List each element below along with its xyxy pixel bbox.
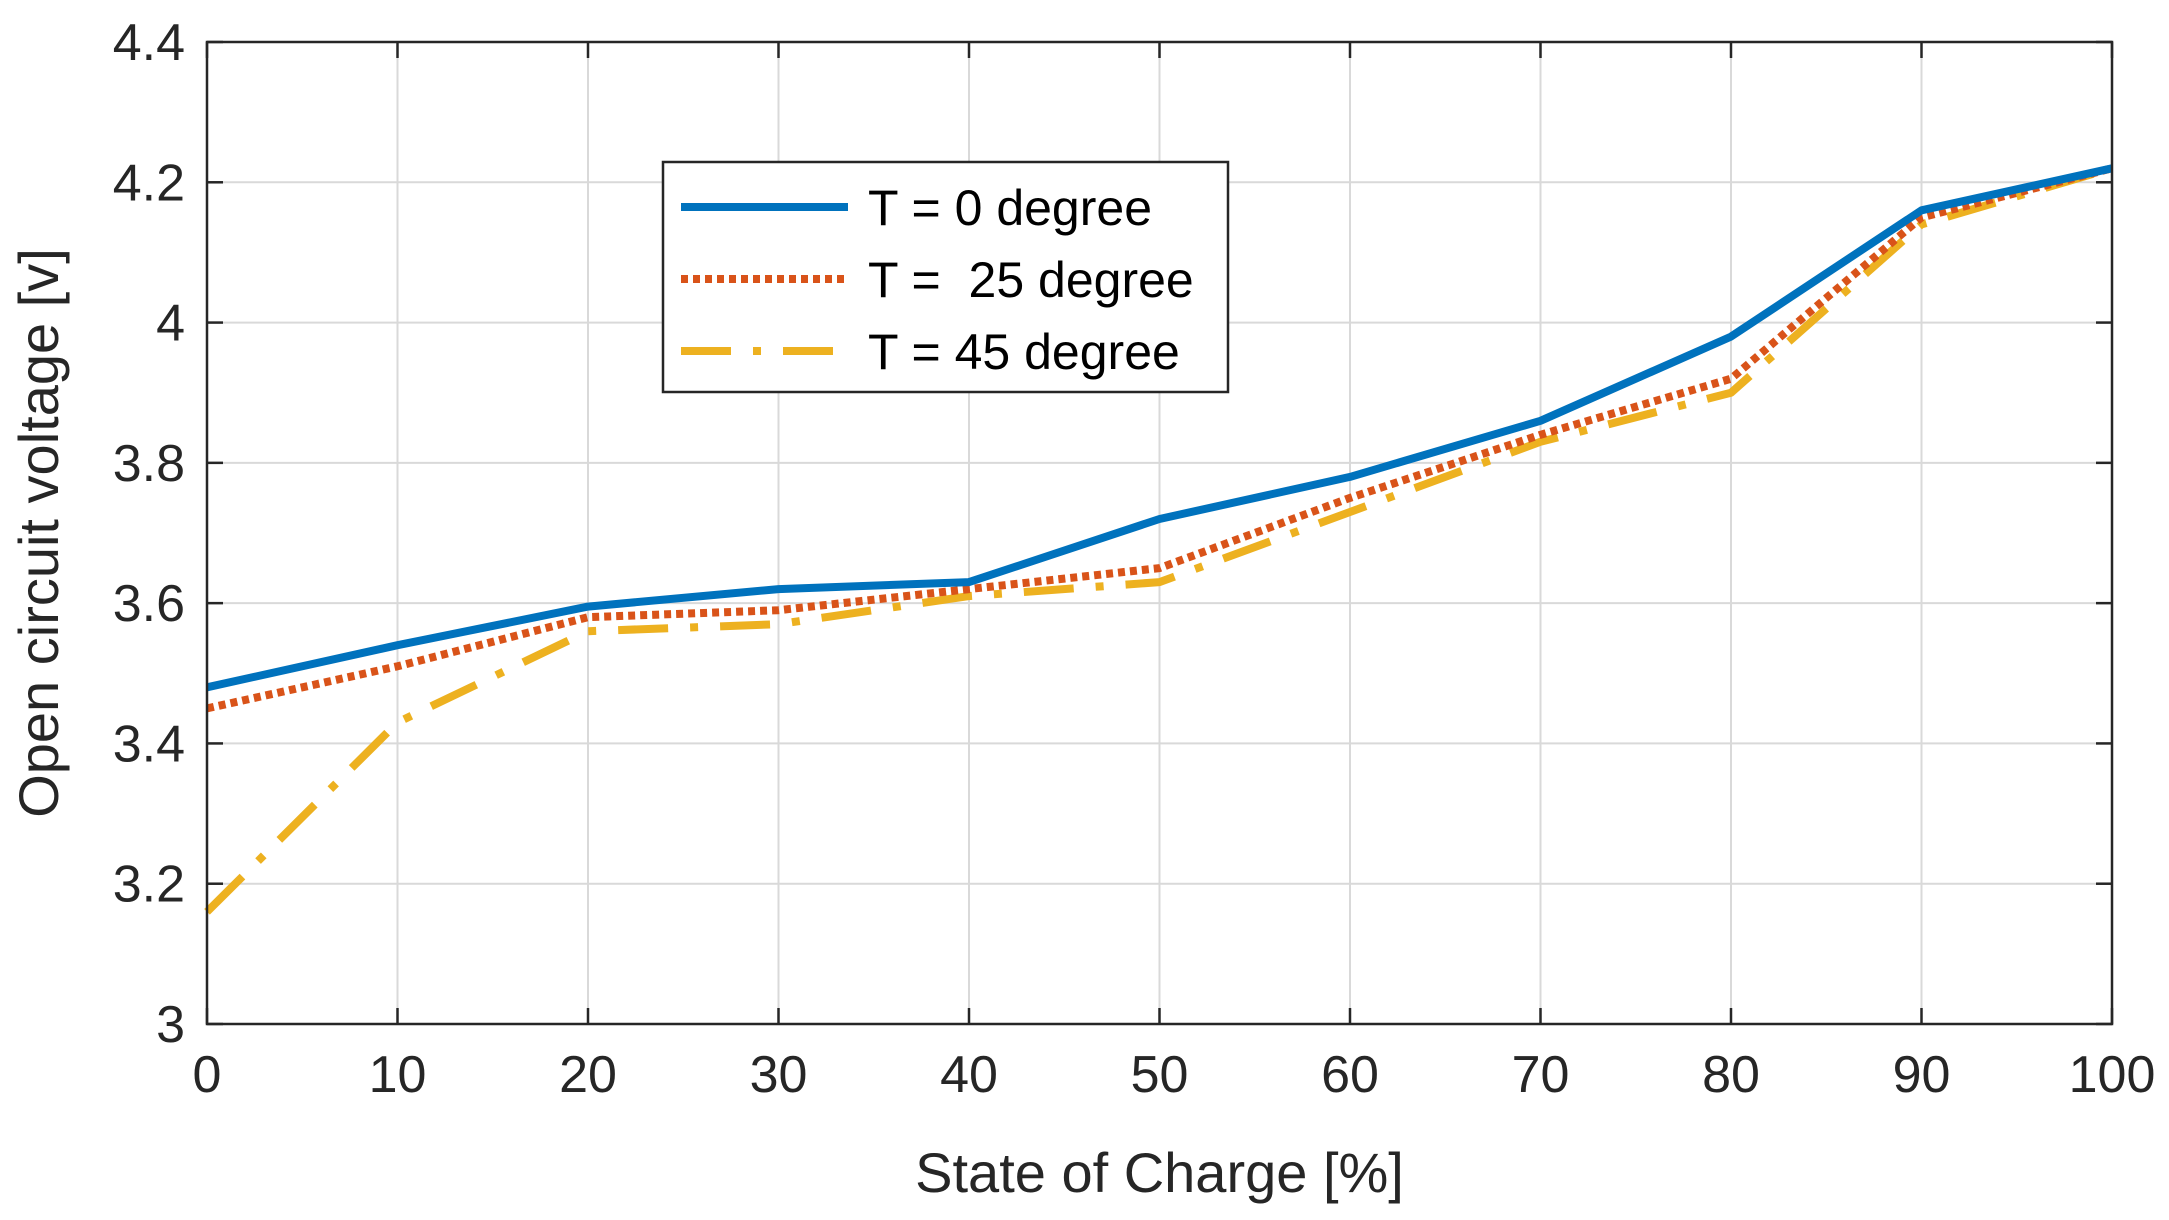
series-line-0 bbox=[206, 164, 2113, 692]
y-tick-label: 4.2 bbox=[113, 154, 185, 212]
legend: T = 0 degree T = 25 degree T = 45 degree bbox=[661, 160, 1230, 394]
y-tick-label: 3.8 bbox=[113, 435, 185, 493]
y-tick-label: 3 bbox=[156, 996, 185, 1054]
x-tick-label: 0 bbox=[193, 1046, 222, 1104]
y-tick-label: 4 bbox=[156, 295, 185, 353]
y-tick-label: 4.4 bbox=[113, 14, 185, 72]
x-axis-title: State of Charge [%] bbox=[915, 1141, 1404, 1204]
x-tick-label: 20 bbox=[559, 1046, 617, 1104]
x-tick-label: 30 bbox=[750, 1046, 808, 1104]
x-tick-label: 80 bbox=[1702, 1046, 1760, 1104]
x-tick-label: 70 bbox=[1512, 1046, 1570, 1104]
legend-label-2: T = 45 degree bbox=[868, 324, 1180, 380]
y-axis-ticks: 3 3.2 3.4 3.6 3.8 4 4.2 4.4 bbox=[113, 14, 2112, 1054]
y-tick-label: 3.4 bbox=[113, 715, 185, 773]
legend-label-0: T = 0 degree bbox=[868, 180, 1152, 236]
x-tick-label: 100 bbox=[2069, 1046, 2156, 1104]
y-axis-title: Open circuit voltage [v] bbox=[7, 248, 70, 818]
series-line-1 bbox=[206, 164, 2113, 713]
y-tick-label: 3.6 bbox=[113, 575, 185, 633]
series-lines bbox=[204, 164, 2114, 915]
x-tick-label: 40 bbox=[940, 1046, 998, 1104]
x-tick-label: 10 bbox=[369, 1046, 427, 1104]
legend-label-1: T = 25 degree bbox=[868, 252, 1194, 308]
x-tick-label: 50 bbox=[1131, 1046, 1189, 1104]
x-tick-label: 90 bbox=[1893, 1046, 1951, 1104]
x-tick-label: 60 bbox=[1321, 1046, 1379, 1104]
y-tick-label: 3.2 bbox=[113, 856, 185, 914]
series-line-2 bbox=[204, 164, 2114, 915]
x-axis-ticks: 0 10 20 30 40 50 60 70 80 90 100 bbox=[193, 42, 2156, 1104]
